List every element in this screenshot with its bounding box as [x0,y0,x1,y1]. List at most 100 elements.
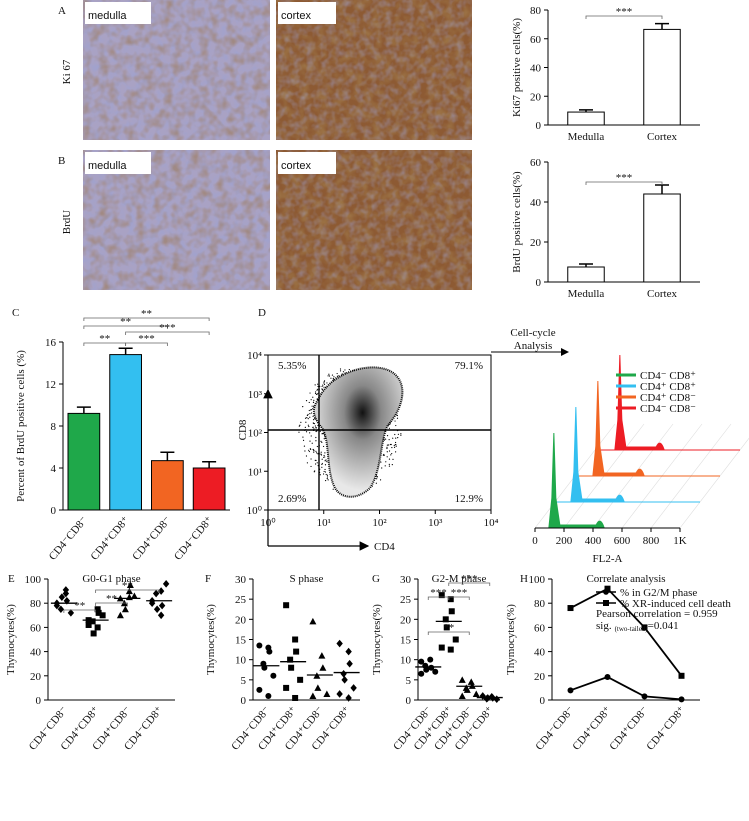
event-dot [306,414,309,417]
event-dot [310,465,312,468]
event-dot [391,463,393,466]
micrograph-label: cortex [281,160,311,172]
event-dot [312,419,315,421]
event-dot [391,452,393,455]
significance-label: ** [106,593,117,605]
event-dot [323,386,325,388]
row-label: BrdU [61,210,73,235]
data-point [121,605,129,613]
quadrant-label: 2.69% [278,493,306,505]
data-point [432,668,439,675]
data-point [427,656,434,663]
event-dot [306,462,308,464]
row-label: Ki 67 [61,59,73,84]
data-point [323,690,331,697]
significance-bracket [448,596,470,600]
event-dot [328,375,331,377]
annotation: Pearson correlation = 0.959 [596,608,718,620]
event-dot [388,458,391,460]
event-dot [309,416,311,418]
y-tick-label: 100 [25,574,42,586]
y-tick-label: 80 [530,5,542,17]
significance-label: ** [141,308,152,320]
event-dot [309,413,311,415]
data-point [443,624,450,631]
y-tick-label: 60 [530,157,542,169]
x-tick-label: Cortex [647,131,677,143]
event-dot [332,488,334,490]
panel-label: A [58,5,66,17]
data-point [125,587,133,595]
micrograph-label: medulla [88,10,127,22]
data-point [418,658,425,665]
event-dot [383,454,385,457]
event-dot [395,437,397,439]
line-chart: 0 20 40 60 80 100 Thymocytes(%) H Correlate anal… [505,573,731,753]
event-dot [395,424,397,427]
panel-label: C [12,307,19,319]
histogram [575,380,720,477]
y-tick-label: 40 [534,647,546,659]
x-axis-label: FL2-A [593,553,623,565]
event-dot [388,444,390,446]
data-point [340,669,347,678]
event-dot [321,458,323,460]
event-dot [324,452,326,454]
event-dot [315,452,318,454]
y-tick-label: 10² [248,428,263,440]
x-tick-label: CD4⁺CD8⁻ [130,514,173,563]
event-dot [312,415,314,417]
event-dot [395,445,397,447]
event-dot [326,478,328,480]
y-tick-label: 30 [400,574,412,586]
data-point [157,611,165,620]
data-point [418,670,425,677]
event-dot [386,447,388,450]
event-dot [344,369,346,371]
data-point [309,617,317,625]
event-dot [319,474,321,476]
significance-bracket [95,602,128,606]
bar-chart: 0 4 8 12 16 Percent of BrdU positive cells (%… [12,307,230,563]
event-dot [388,427,390,429]
y-tick-label: 30 [235,574,247,586]
event-dot [394,433,396,436]
data-point [350,684,357,692]
error-bar [579,263,593,267]
significance-label: *** [430,587,447,599]
significance-bracket [448,582,491,586]
error-bar [579,109,593,113]
data-point [293,648,300,655]
significance-bracket [83,317,210,321]
event-dot [317,383,319,385]
micrograph-label: medulla [88,160,127,172]
data-point [85,621,92,628]
data-point [53,601,61,610]
event-dot [322,384,324,386]
x-tick-label: 0 [532,535,538,547]
data-point [318,652,326,659]
data-point [288,664,295,671]
data-point [438,592,445,599]
data-point [345,647,352,656]
event-dot [326,382,328,384]
y-axis-label: Percent of BrdU positive cells (%) [15,350,27,502]
significance-label: *** [451,587,468,599]
event-dot [324,456,326,458]
y-tick-label: 0 [241,695,247,707]
bar [643,193,681,283]
event-dot [302,436,304,438]
x-tick-label: CD4⁺CD8⁺ [89,514,132,563]
data-point [94,606,101,613]
event-dot [325,459,327,461]
significance-bracket [63,609,97,613]
event-dot [311,412,313,414]
event-dot [324,468,326,471]
event-dot [397,437,399,439]
error-bar [202,460,217,468]
data-point [292,694,299,701]
event-dot [320,440,322,442]
data-point [95,609,102,616]
event-dot [316,462,318,464]
